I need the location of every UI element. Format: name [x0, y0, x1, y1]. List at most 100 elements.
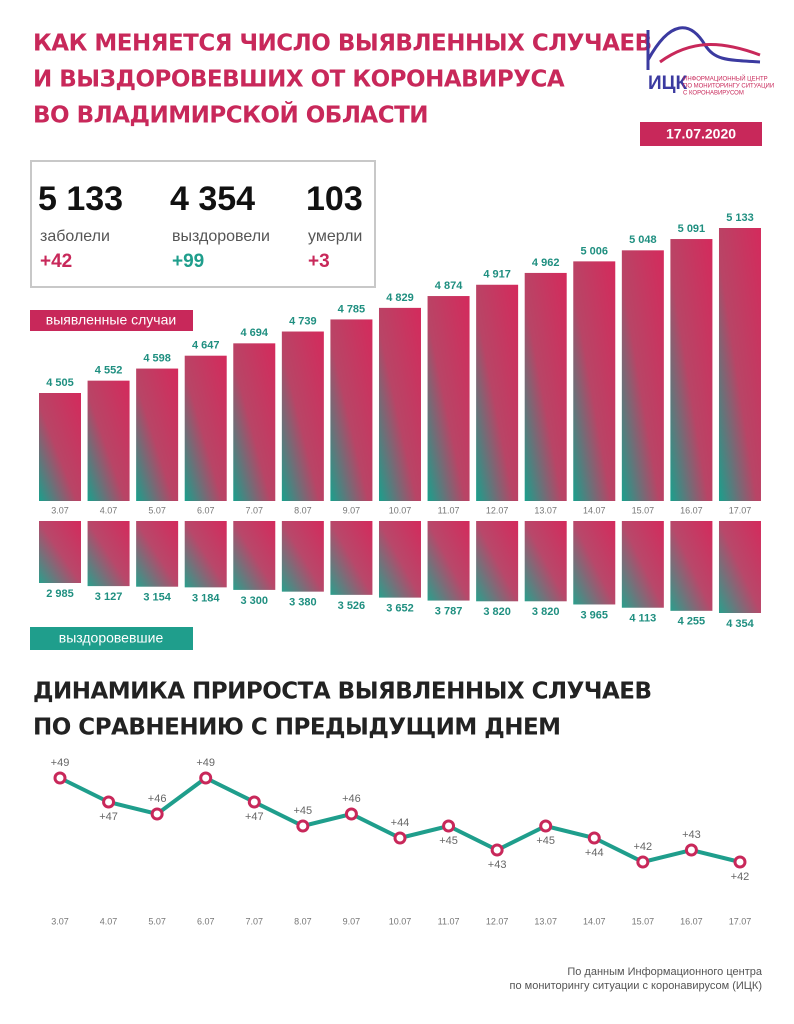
value-label: +47	[99, 811, 118, 823]
x-tick-label: 7.07	[246, 916, 264, 926]
value-label: 4 598	[143, 352, 171, 364]
value-label: 4 874	[435, 280, 463, 292]
recovered-badge	[30, 627, 193, 650]
point	[490, 843, 504, 857]
logo-name: ИЦК	[648, 73, 688, 94]
value-label: 5 006	[581, 245, 609, 257]
logo-mark	[659, 43, 761, 64]
point	[247, 795, 261, 809]
bar	[87, 521, 130, 587]
value-label: 4 829	[386, 292, 414, 304]
value-label: +47	[245, 811, 264, 823]
bar	[39, 393, 81, 501]
bar	[573, 521, 616, 605]
bar	[233, 343, 276, 501]
x-tick-label: 16.07	[680, 916, 703, 926]
title-line: И ВЫЗДОРОВЕВШИХ ОТ КОРОНАВИРУСА	[33, 67, 565, 93]
value-label: +44	[391, 817, 410, 829]
x-tick-label: 14.07	[583, 916, 606, 926]
point	[587, 831, 601, 845]
x-tick-label: 11.07	[438, 916, 460, 926]
value-label: 3 184	[192, 592, 220, 604]
value-label: 4 739	[289, 315, 317, 327]
x-tick-label: 15.07	[632, 505, 655, 515]
x-tick-label: 8.07	[294, 505, 312, 515]
bar	[573, 261, 616, 501]
footer-line: По данным Информационного центра	[567, 966, 763, 978]
stat-delta: +3	[308, 251, 330, 272]
point	[442, 819, 456, 833]
stats-box	[30, 160, 376, 288]
x-tick-label: 8.07	[294, 916, 312, 926]
value-label: +46	[342, 793, 361, 805]
stat-label: умерли	[308, 228, 362, 245]
x-tick-label: 5.07	[148, 505, 166, 515]
report-date: 17.07.2020	[666, 126, 736, 142]
value-label: 4 354	[726, 618, 754, 630]
point	[733, 855, 747, 869]
value-label: +45	[536, 835, 555, 847]
x-tick-label: 12.07	[486, 916, 509, 926]
bar	[718, 228, 761, 501]
point	[296, 819, 310, 833]
bar	[330, 319, 373, 501]
value-label: +42	[634, 841, 653, 853]
value-label: 3 820	[532, 606, 560, 618]
logo: ИЦК ИНФОРМАЦИОННЫЙ ЦЕНТР ПО МОНИТОРИНГУ …	[640, 26, 774, 146]
x-tick-label: 11.07	[438, 505, 460, 515]
point	[636, 855, 650, 869]
stat-label: выздоровели	[172, 228, 270, 245]
value-label: 3 526	[338, 600, 366, 612]
value-label: 4 962	[532, 257, 560, 269]
bar	[378, 521, 421, 598]
value-label: 4 917	[483, 269, 511, 281]
x-tick-label: 4.07	[100, 916, 118, 926]
title-line: ВО ВЛАДИМИРСКОЙ ОБЛАСТИ	[33, 101, 428, 129]
x-tick-label: 17.07	[729, 916, 752, 926]
point	[344, 807, 358, 821]
bar	[476, 284, 519, 501]
point	[539, 819, 553, 833]
logo-subtitle: С КОРОНАВИРУСОМ	[683, 91, 744, 97]
logo-subtitle: ИНФОРМАЦИОННЫЙ ЦЕНТР	[683, 75, 768, 83]
point	[102, 795, 116, 809]
value-label: +45	[439, 835, 458, 847]
bar	[233, 521, 276, 590]
value-label: 5 091	[678, 223, 706, 235]
recovered-title: выздоровевшие	[59, 630, 164, 646]
point	[199, 771, 213, 785]
x-tick-label: 3.07	[51, 505, 69, 515]
bar	[39, 521, 81, 583]
date-badge	[640, 122, 762, 146]
value-label: 5 133	[726, 212, 754, 224]
x-tick-label: 13.07	[534, 505, 557, 515]
bar	[427, 296, 470, 501]
value-label: 4 552	[95, 365, 123, 377]
bar	[524, 521, 567, 602]
value-label: 3 380	[289, 597, 317, 609]
x-tick-label: 14.07	[583, 505, 606, 515]
point	[393, 831, 407, 845]
value-label: 3 787	[435, 605, 463, 617]
value-label: 3 820	[483, 606, 511, 618]
value-label: 4 113	[629, 613, 656, 625]
stat-label: заболели	[40, 228, 110, 245]
value-label: 3 965	[581, 609, 609, 621]
value-label: 3 127	[95, 591, 123, 603]
stat-delta: +42	[40, 251, 72, 272]
bar	[378, 307, 421, 501]
x-tick-label: 12.07	[486, 505, 509, 515]
value-label: +43	[488, 859, 507, 871]
value-label: +43	[682, 829, 701, 841]
title-line: КАК МЕНЯЕТСЯ ЧИСЛО ВЫЯВЛЕННЫХ СЛУЧАЕВ	[33, 31, 652, 57]
bar	[524, 272, 567, 501]
value-label: 3 652	[386, 603, 414, 615]
x-tick-label: 15.07	[632, 916, 655, 926]
point	[53, 771, 67, 785]
value-label: +45	[294, 805, 313, 817]
logo-subtitle: ПО МОНИТОРИНГУ СИТУАЦИИ	[683, 84, 774, 90]
cases-badge	[30, 310, 193, 331]
